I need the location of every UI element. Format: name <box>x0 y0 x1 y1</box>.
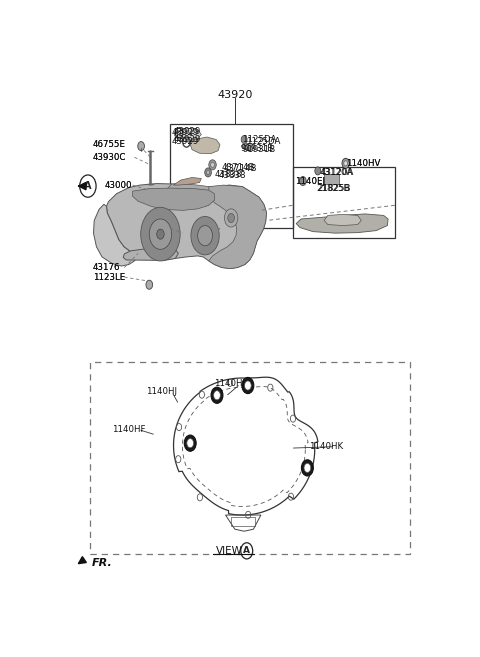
Circle shape <box>204 168 211 177</box>
Text: 43838: 43838 <box>218 171 246 181</box>
Text: 21825B: 21825B <box>317 184 351 193</box>
Text: 43176: 43176 <box>93 263 120 272</box>
Polygon shape <box>296 214 388 233</box>
Polygon shape <box>94 204 138 266</box>
Circle shape <box>241 135 247 144</box>
Bar <box>324 175 339 183</box>
Text: 43930C: 43930C <box>93 153 126 162</box>
Text: 43120A: 43120A <box>321 168 354 177</box>
Text: 1123LE: 1123LE <box>93 273 125 282</box>
Circle shape <box>300 177 306 185</box>
Text: 43929: 43929 <box>172 129 199 137</box>
Circle shape <box>342 158 349 168</box>
Text: 43000: 43000 <box>105 181 132 190</box>
Circle shape <box>211 387 223 403</box>
Circle shape <box>146 280 153 289</box>
Text: 1140HJ: 1140HJ <box>145 387 177 396</box>
Circle shape <box>214 391 220 400</box>
Text: 1125DA: 1125DA <box>242 135 276 144</box>
Circle shape <box>344 161 348 166</box>
Text: 1140HV: 1140HV <box>347 160 381 168</box>
Circle shape <box>228 214 234 223</box>
Polygon shape <box>190 137 220 154</box>
Circle shape <box>304 463 311 472</box>
Text: VIEW: VIEW <box>216 546 243 556</box>
Text: 46755E: 46755E <box>93 140 126 149</box>
Circle shape <box>149 219 172 249</box>
Circle shape <box>209 160 216 170</box>
Circle shape <box>191 216 219 255</box>
Text: 1140HJ: 1140HJ <box>215 379 245 388</box>
Circle shape <box>211 162 215 168</box>
Text: 43929: 43929 <box>173 135 201 144</box>
Text: 1140EJ: 1140EJ <box>295 177 325 185</box>
Text: 21825B: 21825B <box>317 184 350 193</box>
Text: FR.: FR. <box>92 558 112 568</box>
Circle shape <box>156 229 164 239</box>
Text: 91931B: 91931B <box>242 145 276 154</box>
Text: 43176: 43176 <box>93 263 120 272</box>
Text: 43714B: 43714B <box>224 164 257 173</box>
Polygon shape <box>123 248 178 260</box>
Polygon shape <box>175 128 202 142</box>
Text: A: A <box>243 547 250 555</box>
Polygon shape <box>241 144 254 150</box>
Text: 91931B: 91931B <box>240 144 274 152</box>
Polygon shape <box>324 214 361 225</box>
Polygon shape <box>107 183 266 269</box>
Polygon shape <box>132 188 215 210</box>
Text: 43929: 43929 <box>172 137 199 146</box>
Text: 43000: 43000 <box>105 181 132 190</box>
Polygon shape <box>173 177 202 185</box>
Text: 43838: 43838 <box>215 170 242 179</box>
Circle shape <box>141 208 180 261</box>
Text: 46755E: 46755E <box>93 140 126 149</box>
Text: 1140HK: 1140HK <box>309 442 343 451</box>
Text: 1140HF: 1140HF <box>112 425 145 434</box>
Text: 1140HV: 1140HV <box>347 160 381 168</box>
Circle shape <box>315 167 321 175</box>
Polygon shape <box>168 183 220 196</box>
Polygon shape <box>209 185 266 269</box>
Text: A: A <box>84 181 92 191</box>
Text: 43929: 43929 <box>173 127 201 137</box>
Text: 1123LE: 1123LE <box>93 273 125 282</box>
Circle shape <box>242 377 254 394</box>
Text: 1140EJ: 1140EJ <box>295 177 325 185</box>
Circle shape <box>187 439 193 447</box>
Circle shape <box>198 225 213 246</box>
Text: 43120A: 43120A <box>320 168 353 177</box>
Circle shape <box>138 141 144 150</box>
Text: 1125DA: 1125DA <box>246 137 280 146</box>
Circle shape <box>184 435 196 451</box>
Circle shape <box>206 170 210 175</box>
Circle shape <box>301 460 313 476</box>
Circle shape <box>244 381 251 390</box>
Text: 43930C: 43930C <box>93 153 126 162</box>
Circle shape <box>225 209 238 227</box>
Text: 43714B: 43714B <box>222 163 255 172</box>
Text: 43920: 43920 <box>217 90 252 100</box>
